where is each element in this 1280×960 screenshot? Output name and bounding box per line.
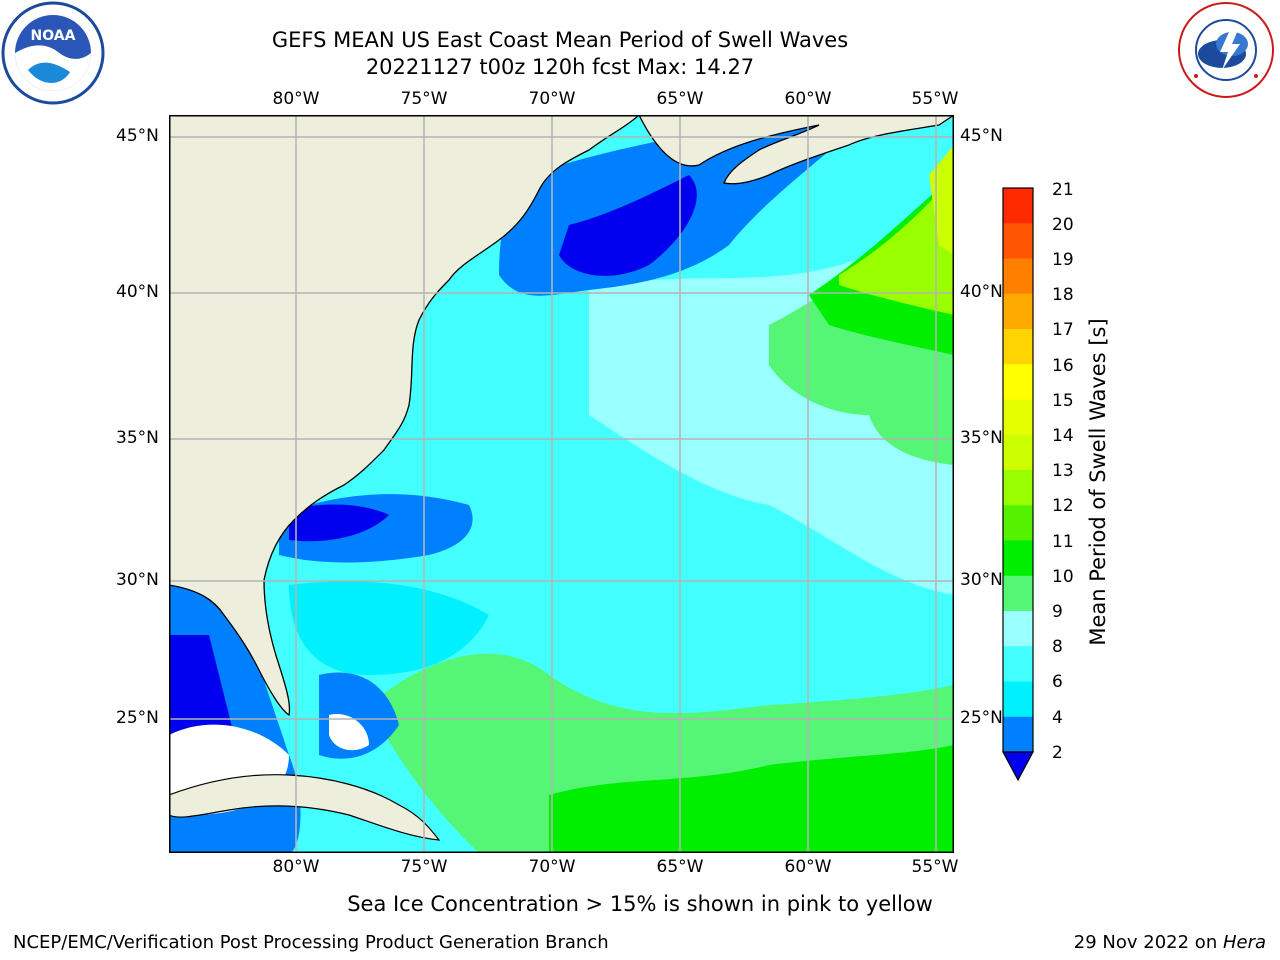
colorbar-outline xyxy=(1002,187,1034,753)
colorbar-tick-12: 12 xyxy=(1052,496,1074,516)
noaa-logo-text: NOAA xyxy=(31,28,76,44)
lat-label-right-30n: 30°N xyxy=(960,570,1003,590)
colorbar-tick-4: 4 xyxy=(1052,708,1063,728)
colorbar-tick-17: 17 xyxy=(1052,320,1074,340)
footer-producer: NCEP/EMC/Verification Post Processing Pr… xyxy=(13,932,609,953)
lon-label-top-55w: 55°W xyxy=(911,89,959,109)
map-frame xyxy=(169,115,954,853)
lat-label-left-45n: 45°N xyxy=(116,126,159,146)
colorbar-tick-2: 2 xyxy=(1052,743,1063,763)
colorbar-tick-9: 9 xyxy=(1052,602,1063,622)
colorbar-band xyxy=(1003,293,1033,330)
colorbar-tick-10: 10 xyxy=(1052,567,1074,587)
noaa-logo: NOAA xyxy=(0,0,106,106)
colorbar-tick-15: 15 xyxy=(1052,391,1074,411)
colorbar xyxy=(1001,187,1035,782)
lon-label-bottom-75w: 75°W xyxy=(400,857,448,877)
lon-label-top-75w: 75°W xyxy=(400,89,448,109)
colorbar-band xyxy=(1003,575,1033,612)
lon-label-bottom-55w: 55°W xyxy=(911,857,959,877)
colorbar-band xyxy=(1003,540,1033,577)
contour-below-2s-north xyxy=(559,175,697,276)
colorbar-band xyxy=(1003,364,1033,400)
sea-ice-note: Sea Ice Concentration > 15% is shown in … xyxy=(347,892,933,916)
lat-label-right-25n: 25°N xyxy=(960,708,1003,728)
land-north-america xyxy=(169,115,640,717)
chart-subtitle-date: 20221127 t00z 120h fcst Max: 14.27 xyxy=(365,55,755,79)
colorbar-label: Mean Period of Swell Waves [s] xyxy=(1086,318,1110,646)
lon-label-bottom-60w: 60°W xyxy=(784,857,832,877)
colorbar-tick-11: 11 xyxy=(1052,532,1074,552)
colorbar-tick-14: 14 xyxy=(1052,426,1074,446)
colorbar-band xyxy=(1003,611,1033,647)
contour-11-12s-ne xyxy=(839,175,954,315)
colorbar-band xyxy=(1003,434,1033,471)
lat-label-left-25n: 25°N xyxy=(116,708,159,728)
colorbar-band xyxy=(1003,716,1033,753)
colorbar-tick-8: 8 xyxy=(1052,637,1063,657)
lat-label-right-45n: 45°N xyxy=(960,126,1003,146)
colorbar-extend-arrow xyxy=(1001,751,1035,782)
colorbar-band xyxy=(1003,646,1033,682)
colorbar-tick-20: 20 xyxy=(1052,215,1074,235)
land-maritimes xyxy=(638,115,954,185)
colorbar-band xyxy=(1003,223,1033,259)
colorbar-tick-18: 18 xyxy=(1052,285,1074,305)
colorbar-band xyxy=(1003,505,1033,541)
lon-label-bottom-65w: 65°W xyxy=(656,857,704,877)
lon-label-top-65w: 65°W xyxy=(656,89,704,109)
colorbar-band xyxy=(1003,681,1033,718)
land-cuba xyxy=(169,774,441,841)
lat-label-left-35n: 35°N xyxy=(116,428,159,448)
colorbar-band xyxy=(1003,188,1033,224)
contour-below-2s-carolina xyxy=(289,504,389,542)
colorbar-tick-16: 16 xyxy=(1052,356,1074,376)
colorbar-band xyxy=(1003,399,1033,436)
colorbar-band xyxy=(1003,470,1033,506)
footer-date: 29 Nov 2022 on Hera xyxy=(1074,932,1266,953)
colorbar-band xyxy=(1003,329,1033,365)
graticule xyxy=(169,115,954,853)
colorbar-band xyxy=(1003,258,1033,295)
colorbar-cells xyxy=(1003,188,1033,753)
footer-date-text: 29 Nov 2022 on xyxy=(1073,932,1223,953)
lon-label-top-70w: 70°W xyxy=(528,89,576,109)
lon-label-top-80w: 80°W xyxy=(272,89,320,109)
chart-title: GEFS MEAN US East Coast Mean Period of S… xyxy=(271,28,849,52)
lat-label-right-40n: 40°N xyxy=(960,282,1003,302)
footer-machine: Hera xyxy=(1222,932,1266,953)
lon-label-bottom-80w: 80°W xyxy=(272,857,320,877)
masked-shallow-bahamas xyxy=(329,714,369,751)
lon-label-bottom-70w: 70°W xyxy=(528,857,576,877)
lon-label-top-60w: 60°W xyxy=(784,89,832,109)
colorbar-tick-21: 21 xyxy=(1052,180,1074,200)
colorbar-tick-19: 19 xyxy=(1052,250,1074,270)
colorbar-tick-13: 13 xyxy=(1052,461,1074,481)
swell-period-map xyxy=(169,115,954,853)
colorbar-tick-6: 6 xyxy=(1052,672,1063,692)
lat-label-left-40n: 40°N xyxy=(116,282,159,302)
lat-label-right-35n: 35°N xyxy=(960,428,1003,448)
contour-10-11s-south xyxy=(549,745,954,853)
nws-logo xyxy=(1172,0,1280,100)
lat-label-left-30n: 30°N xyxy=(116,570,159,590)
contour-6s-west xyxy=(289,581,489,675)
